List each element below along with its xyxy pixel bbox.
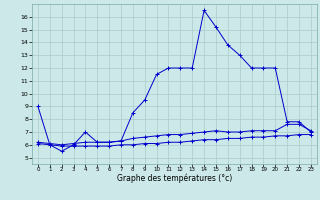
X-axis label: Graphe des températures (°c): Graphe des températures (°c) — [117, 174, 232, 183]
